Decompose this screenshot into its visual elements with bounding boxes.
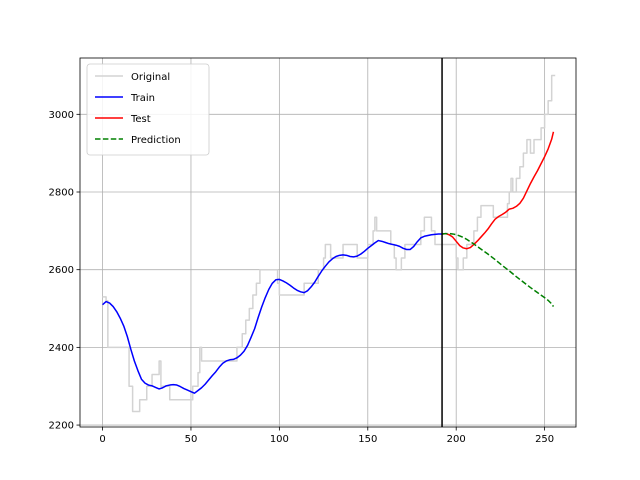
- legend-label-original: Original: [131, 72, 170, 83]
- legend-label-prediction: Prediction: [131, 135, 181, 146]
- y-tick-label: 2200: [49, 421, 74, 432]
- series-line-prediction: [441, 232, 555, 307]
- series-layer: [102, 74, 556, 413]
- x-tick-label: 200: [447, 434, 466, 445]
- y-tick-label: 2600: [49, 265, 74, 276]
- legend: Original Train Test Prediction: [86, 63, 210, 156]
- x-tick-label: 0: [99, 434, 105, 445]
- series-line-original: [102, 74, 556, 413]
- y-tick-label: 2400: [49, 343, 74, 354]
- legend-label-train: Train: [130, 93, 155, 104]
- series-line-test: [441, 131, 555, 250]
- grid: [80, 58, 576, 427]
- x-tick-label: 250: [535, 434, 554, 445]
- y-tick-label: 3000: [49, 110, 74, 121]
- legend-box: [86, 63, 210, 156]
- legend-label-test: Test: [130, 114, 151, 125]
- y-tick-label: 2800: [49, 188, 74, 199]
- series-line-train: [102, 233, 443, 394]
- plot-frame: [79, 57, 577, 428]
- x-tick-label: 100: [270, 434, 289, 445]
- axis-ticks: 0 50 100 150 200 250 2200 2400 2600 2800 3000: [49, 110, 555, 445]
- x-tick-label: 50: [185, 434, 198, 445]
- x-tick-label: 150: [358, 434, 377, 445]
